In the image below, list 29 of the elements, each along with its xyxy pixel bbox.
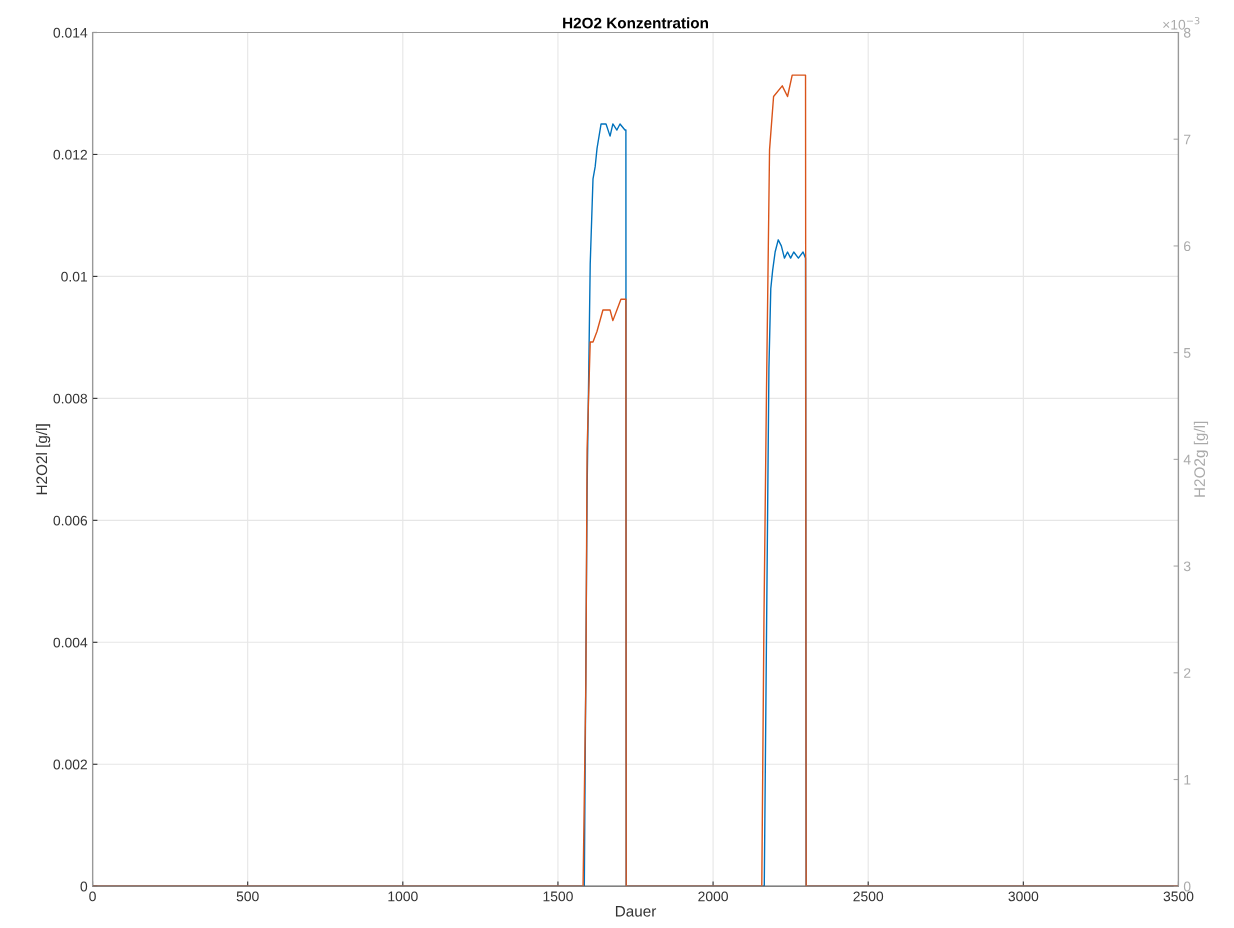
- y2-axis-title: H2O2g [g/l]: [1193, 421, 1209, 497]
- y-tick-label: 0.004: [53, 637, 88, 648]
- y2-tick-label: 6: [1184, 241, 1191, 252]
- x-tick-label: 2000: [698, 891, 728, 902]
- y-tick-label: 0.008: [53, 393, 88, 404]
- y2-tick-label: 7: [1184, 134, 1191, 145]
- y-tick-label: 0.014: [53, 27, 88, 38]
- y2-tick-label: 2: [1184, 668, 1191, 678]
- x-axis-title: Dauer: [615, 906, 657, 917]
- x-tick-label: 2500: [853, 891, 884, 902]
- y-tick-label: 0.006: [53, 515, 88, 526]
- y-tick-label: 0.002: [53, 759, 87, 770]
- y2-tick-label: 0: [1183, 881, 1191, 892]
- y2-tick-label: 5: [1183, 348, 1191, 358]
- x-tick-label: 3000: [1008, 891, 1039, 902]
- x-tick-label: 500: [236, 891, 259, 902]
- x-tick-label: 0: [89, 891, 96, 902]
- y-axis-title: H2O2l [g/l]: [35, 424, 51, 495]
- y2-tick-label: 4: [1183, 454, 1191, 465]
- y2-tick-label: 1: [1184, 775, 1191, 785]
- y-tick-label: 0.01: [61, 271, 88, 282]
- y-tick-label: 0.012: [53, 149, 87, 160]
- y2-tick-label: 3: [1183, 561, 1191, 572]
- x-tick-label: 3500: [1163, 891, 1194, 902]
- chart-title: H2O2 Konzentration: [563, 17, 708, 29]
- x-tick-label: 1000: [388, 891, 418, 902]
- y-tick-label: 0: [80, 881, 88, 892]
- y2-tick-label: 8: [1183, 27, 1191, 38]
- x-tick-label: 1500: [543, 891, 573, 902]
